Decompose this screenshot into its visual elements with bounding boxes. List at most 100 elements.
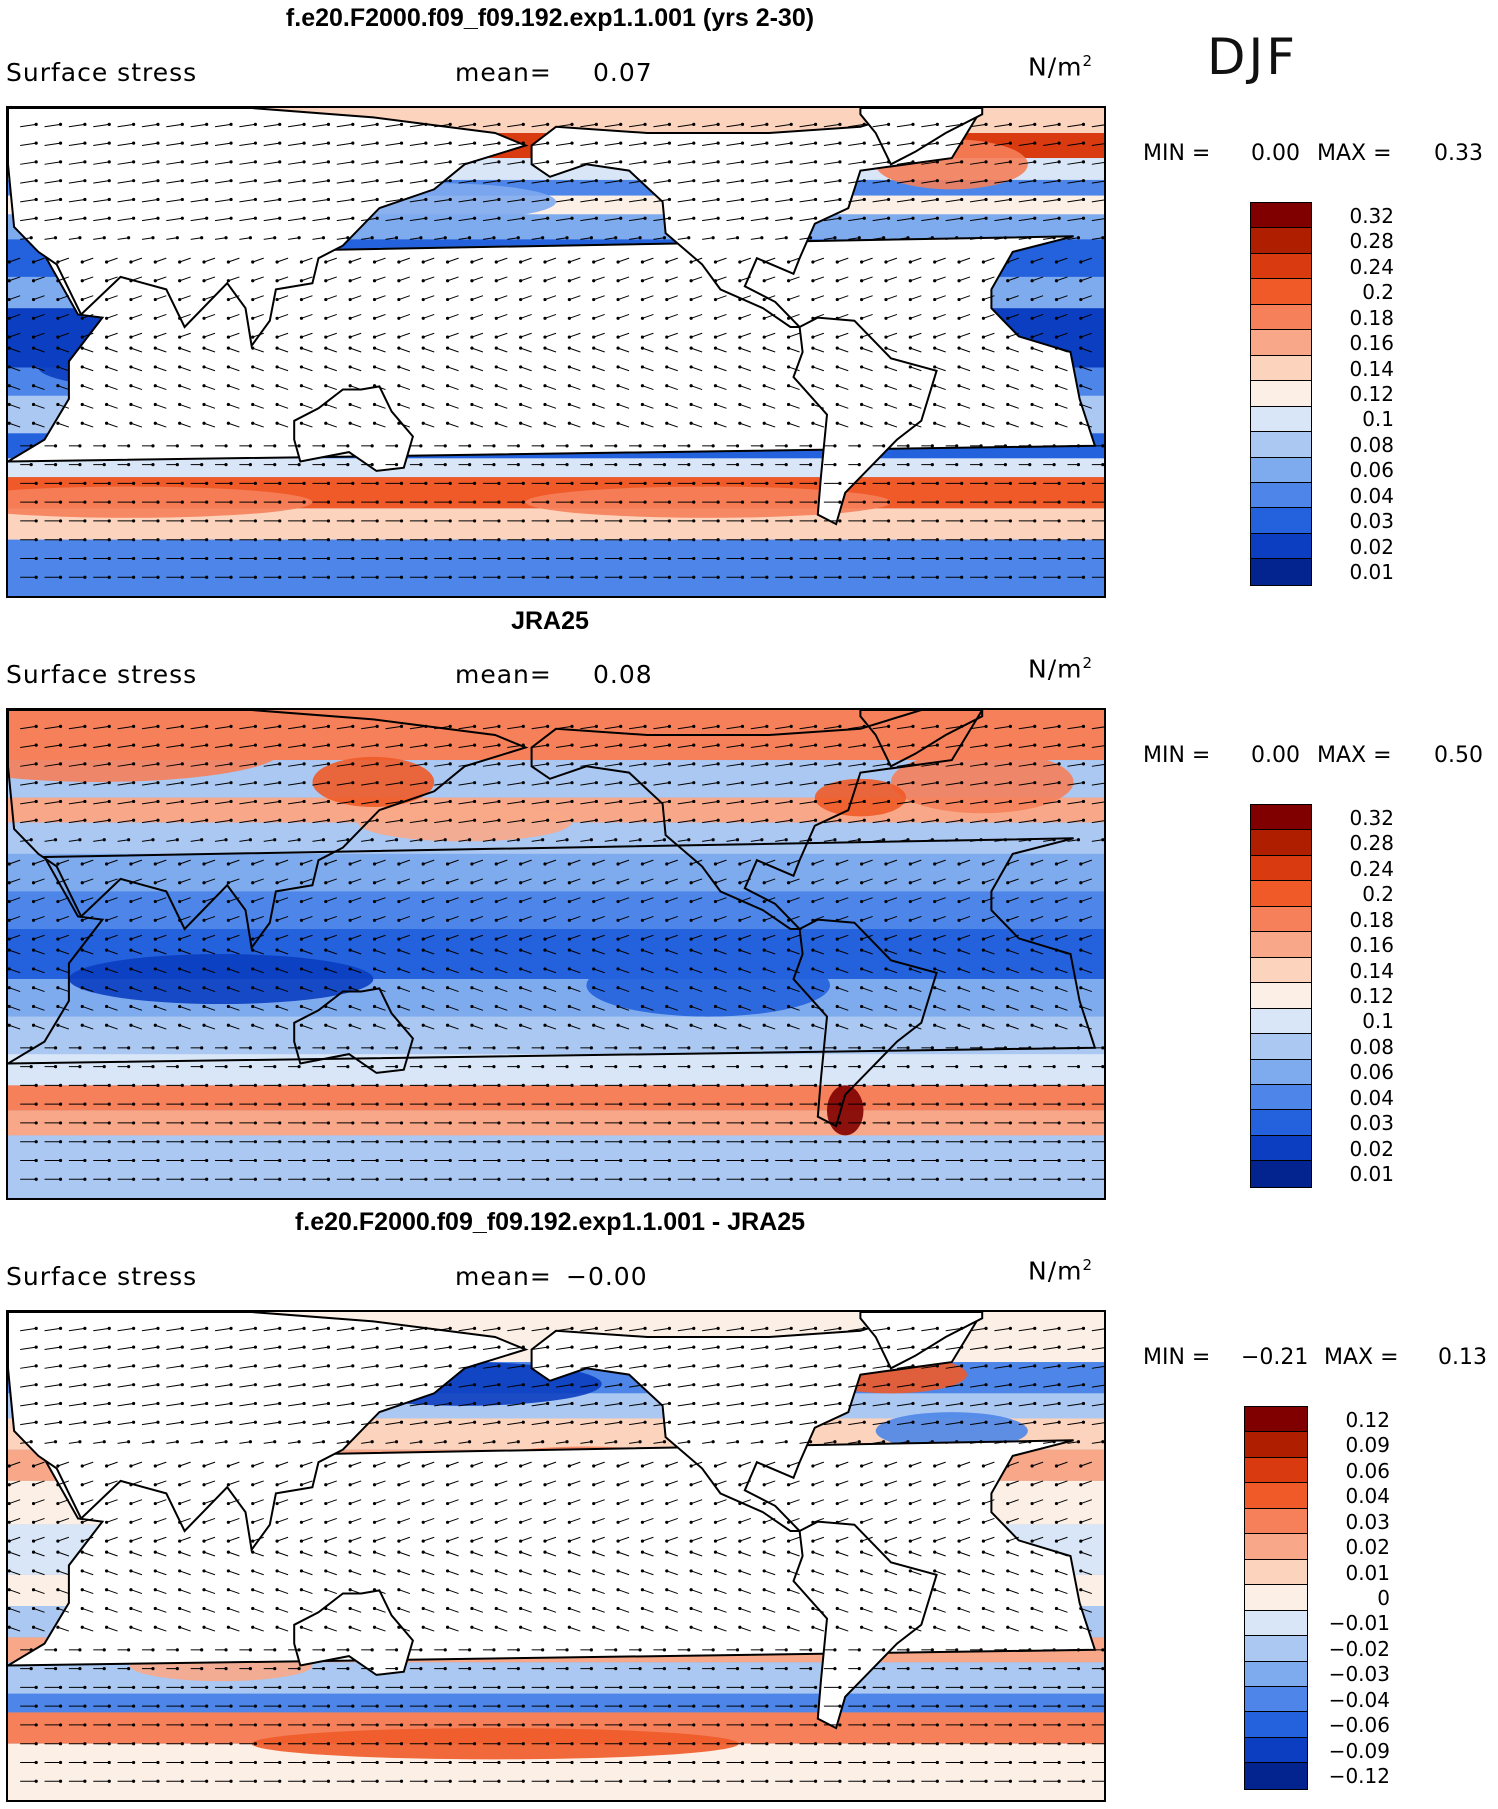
stress-vector-head — [619, 1121, 623, 1125]
stress-vector — [496, 1024, 508, 1030]
stress-vector-head — [278, 1083, 282, 1087]
stress-vector — [496, 859, 508, 865]
stress-vector-head — [716, 1158, 720, 1163]
stress-vector-head — [713, 862, 718, 866]
stress-vector-head — [711, 236, 715, 240]
stress-vector — [861, 949, 873, 955]
stress-vector-head — [372, 899, 377, 904]
stress-vector-head — [643, 1121, 647, 1125]
stress-vector-head — [619, 1140, 623, 1144]
stress-vector-head — [472, 197, 477, 202]
stress-vector-head — [786, 967, 791, 971]
stress-vector-head — [738, 862, 742, 866]
stress-vector — [642, 295, 654, 301]
stress-vector-head — [83, 197, 87, 202]
stress-vector-head — [935, 575, 939, 579]
stress-vector — [569, 295, 581, 301]
stress-vector-head — [445, 986, 450, 990]
stress-vector-head — [592, 967, 596, 971]
stress-vector — [799, 1327, 816, 1332]
stress-vector-head — [326, 743, 331, 747]
stress-vector — [958, 968, 971, 974]
coastline-greenland — [859, 710, 984, 768]
stress-vector-head — [278, 1158, 282, 1163]
stress-vector — [1080, 934, 1092, 940]
stress-vector-head — [519, 297, 523, 302]
stress-vector — [398, 385, 411, 391]
stress-vector — [690, 313, 703, 319]
stress-vector-head — [933, 297, 937, 302]
stress-vector — [690, 276, 703, 282]
stress-vector — [276, 878, 289, 884]
stress-vector-head — [692, 1083, 696, 1087]
stress-vector — [569, 385, 581, 391]
stress-vector — [434, 839, 446, 842]
stress-vector-head — [397, 967, 401, 971]
stress-vector — [799, 180, 816, 184]
stress-vector-head — [1033, 1345, 1037, 1349]
stress-vector-head — [789, 519, 793, 523]
stress-vector — [301, 897, 313, 903]
stress-vector — [325, 422, 337, 428]
stress-vector — [398, 915, 411, 921]
stress-vector-head — [935, 556, 939, 561]
stress-vector — [1043, 180, 1060, 184]
stress-vector — [775, 763, 792, 767]
stress-vector-head — [614, 1046, 618, 1050]
stress-vector — [580, 782, 597, 786]
stress-vector — [934, 949, 946, 955]
stress-vector — [374, 257, 386, 263]
stress-vector-head — [375, 160, 379, 164]
stress-vector — [520, 987, 532, 993]
stress-vector-head — [83, 500, 87, 504]
stress-vector-head — [933, 335, 937, 339]
stress-vector-head — [278, 818, 282, 822]
colorbar-swatch — [1251, 559, 1311, 585]
stress-vector — [666, 968, 678, 974]
stress-vector — [374, 915, 386, 921]
stress-vector-head — [738, 899, 742, 904]
stress-vector — [726, 744, 743, 749]
stress-vector-head — [667, 1083, 672, 1087]
stress-vector — [1043, 1346, 1060, 1351]
stress-vector-head — [884, 899, 888, 904]
stress-vector — [361, 142, 378, 147]
stress-vector — [580, 725, 597, 730]
stress-vector-head — [570, 762, 574, 766]
stress-vector — [702, 1346, 719, 1351]
stress-vector-head — [592, 384, 596, 388]
stress-vector — [837, 987, 849, 993]
stress-vector-head — [740, 519, 745, 523]
stress-vector-head — [348, 967, 352, 971]
stress-vector — [1067, 180, 1084, 184]
stress-vector — [458, 217, 475, 222]
stress-vector-head — [107, 1121, 111, 1125]
stress-vector — [336, 123, 353, 128]
colorbar-swatch — [1251, 533, 1311, 560]
stress-vector — [458, 839, 470, 842]
stress-vector — [1080, 313, 1092, 319]
stress-vector-head — [224, 1065, 228, 1069]
stress-vector-head — [107, 556, 111, 561]
stress-vector-head — [107, 799, 111, 804]
stress-vector — [179, 987, 191, 993]
stress-vector-head — [838, 1158, 842, 1163]
stress-vector-head — [594, 799, 598, 804]
stress-vector — [593, 347, 605, 353]
stress-vector-head — [372, 986, 377, 990]
stress-vector-head — [884, 918, 888, 922]
stress-vector-head — [56, 279, 60, 283]
stress-vector-head — [716, 197, 720, 202]
stress-vector-head — [397, 402, 401, 407]
stress-vector-head — [226, 1023, 230, 1027]
stress-vector-head — [205, 122, 209, 126]
stress-vector-head — [643, 1177, 647, 1181]
stress-vector — [702, 819, 719, 824]
stress-vector — [276, 385, 289, 391]
stress-vector-head — [860, 365, 864, 369]
stress-vector-head — [370, 444, 374, 448]
stress-vector — [642, 949, 654, 955]
stress-vector-head — [689, 346, 693, 350]
stress-vector-head — [1008, 141, 1013, 145]
stress-vector-head — [132, 122, 136, 126]
